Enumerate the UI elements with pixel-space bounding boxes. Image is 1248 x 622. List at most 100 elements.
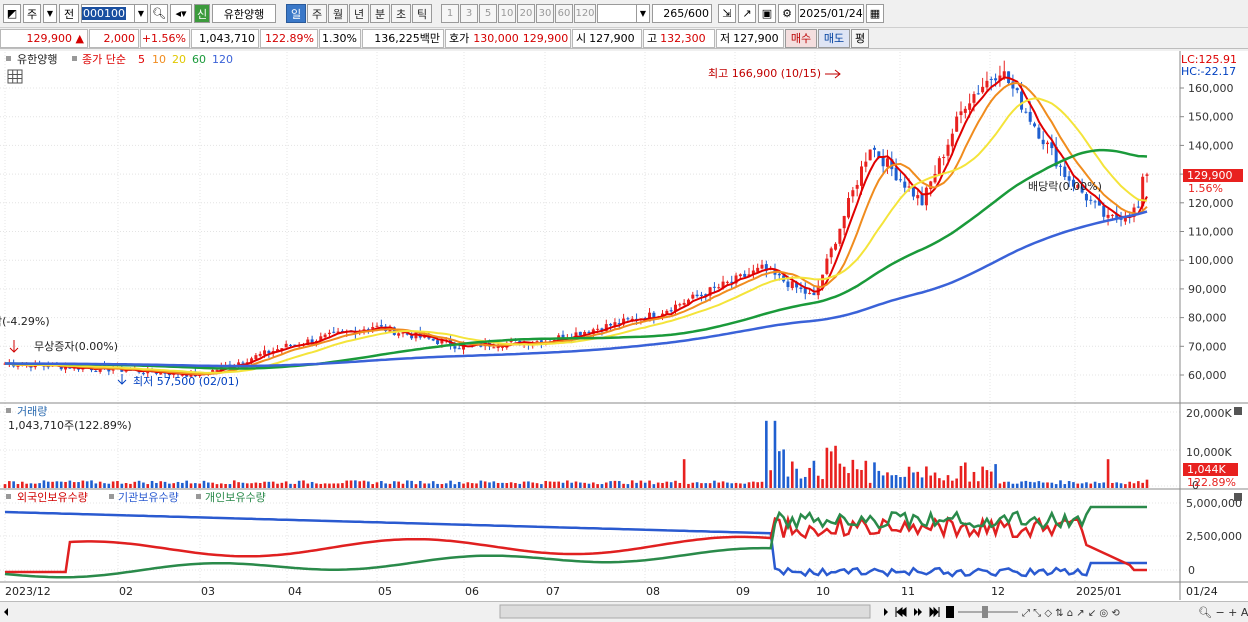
chart-area[interactable]: 유한양행 종가 단순 5 10 20 60 120 LC:125.91 HC:-… <box>0 51 1248 601</box>
data-count[interactable]: 265/600 <box>652 4 712 23</box>
chart-tool-icon[interactable]: ↗ <box>738 4 756 23</box>
period-minute[interactable]: 분 <box>370 4 390 23</box>
save-icon[interactable]: ▣ <box>758 4 776 23</box>
scroll-thumb[interactable] <box>499 604 871 619</box>
candle-body <box>1115 213 1119 218</box>
period-week[interactable]: 주 <box>307 4 327 23</box>
next-page-icon[interactable] <box>914 608 922 616</box>
candle-body <box>617 323 621 325</box>
sell-button[interactable]: 매도 <box>818 28 850 48</box>
volume-bar <box>315 483 318 488</box>
zoom-icon[interactable]: ⇲ <box>718 4 736 23</box>
speaker-icon[interactable]: ◂▾ <box>170 4 192 23</box>
scroll-left-icon[interactable] <box>4 608 8 616</box>
period-day[interactable]: 일 <box>286 4 306 23</box>
volume-bar <box>912 472 915 488</box>
candle-body <box>712 286 716 288</box>
period-year[interactable]: 년 <box>349 4 369 23</box>
chart-type-icon[interactable]: ◩ <box>3 4 21 23</box>
volume-bar <box>825 447 829 488</box>
volume-bar <box>821 479 824 488</box>
candle-body <box>59 365 63 370</box>
interval-20[interactable]: 20 <box>517 4 535 23</box>
quote-bar: 129,900 ▲ 2,000 +1.56% 1,043,710 122.89%… <box>0 28 1248 49</box>
x-axis-label: 12 <box>991 585 1005 598</box>
candle-body <box>855 184 859 189</box>
zoom-slider-thumb[interactable] <box>982 606 988 618</box>
scroll-right-icon[interactable] <box>884 608 888 616</box>
volume-bar <box>557 481 560 488</box>
x-axis-label: 11 <box>901 585 915 598</box>
first-page-icon[interactable] <box>895 606 907 618</box>
interval-120[interactable]: 120 <box>574 4 596 23</box>
settings-icon[interactable]: ⚙ <box>778 4 796 23</box>
period-month[interactable]: 월 <box>328 4 348 23</box>
interval-3[interactable]: 3 <box>460 4 478 23</box>
period-tick[interactable]: 틱 <box>412 4 432 23</box>
x-axis-labels: 2023/12 02 03 04 05 06 07 08 09 10 11 12 2025/01 <box>5 585 1122 598</box>
candle-body <box>834 243 838 250</box>
table-icon[interactable] <box>7 69 23 84</box>
interval-60[interactable]: 60 <box>555 4 573 23</box>
candle-body <box>371 327 375 329</box>
candle-body <box>968 103 972 110</box>
candle-body <box>695 294 699 297</box>
x-axis-label: 07 <box>546 585 560 598</box>
candle-body <box>851 190 855 197</box>
candle-body <box>829 248 833 258</box>
volume-bar <box>501 482 504 488</box>
price-tick-label: 90,000 <box>1188 283 1227 296</box>
horizontal-scrollbar[interactable]: ⤢ ⤡ ◇ ⇅ ⌂ ↗ ↙ ◎ ⟲ 🔍︎ − + A <box>0 601 1248 621</box>
volume-bar <box>691 482 695 488</box>
code-dropdown-icon[interactable]: ▼ <box>134 4 148 23</box>
candle-body <box>751 270 755 274</box>
current-price: 129,900 ▲ <box>0 28 88 48</box>
type-label[interactable]: 주 <box>23 4 41 23</box>
interval-30[interactable]: 30 <box>536 4 554 23</box>
volume-bar <box>159 481 163 488</box>
chart-tools-icons[interactable]: ⤢ ⤡ ◇ ⇅ ⌂ ↗ ↙ ◎ ⟲ <box>1022 608 1120 619</box>
custom-interval-input[interactable] <box>597 4 637 23</box>
volume-bar <box>1046 482 1049 488</box>
holdings-lines <box>4 505 1147 579</box>
last-page-icon[interactable] <box>929 606 940 618</box>
calendar-icon[interactable]: ▦ <box>866 4 884 23</box>
avg-button[interactable]: 평 <box>851 28 869 48</box>
zoom-controls-icon[interactable]: 🔍︎ − + A <box>1198 606 1248 619</box>
volume-close-icon[interactable] <box>1234 407 1242 415</box>
volume-bar <box>116 481 119 488</box>
stock-name: 유한양행 <box>212 4 276 23</box>
volume-bar <box>544 480 548 488</box>
type-dropdown-icon[interactable]: ▼ <box>43 4 57 23</box>
interval-1[interactable]: 1 <box>441 4 459 23</box>
volume-bar <box>393 481 396 488</box>
candle-body <box>730 281 734 283</box>
ma-marker-icon <box>72 56 77 61</box>
prev-button[interactable]: 전 <box>59 4 79 23</box>
candle-body <box>1020 91 1024 110</box>
interval-10[interactable]: 10 <box>498 4 516 23</box>
holdings-close-icon[interactable] <box>1234 493 1242 501</box>
candle-body <box>907 186 911 188</box>
candle-body <box>803 287 807 294</box>
stock-code-input[interactable]: 000100 <box>81 4 135 23</box>
interval-5[interactable]: 5 <box>479 4 497 23</box>
buy-button[interactable]: 매수 <box>785 28 817 48</box>
volume-bar <box>1063 484 1067 488</box>
volume-bar <box>1033 482 1036 488</box>
volume-bar <box>3 484 7 488</box>
volume-bar <box>678 482 682 488</box>
volume-bar <box>717 482 721 488</box>
grid <box>0 52 1180 582</box>
volume-bar <box>211 482 214 488</box>
stop-icon[interactable] <box>946 606 954 618</box>
volume-bar <box>219 483 223 488</box>
volume-bar <box>440 484 444 488</box>
volume-bar <box>388 483 392 488</box>
volume-bar <box>570 482 573 488</box>
date-input[interactable]: 2025/01/24 <box>798 4 864 23</box>
search-icon[interactable]: 🔍︎ <box>150 4 168 23</box>
period-second[interactable]: 초 <box>391 4 411 23</box>
volume-bar <box>1024 480 1028 488</box>
interval-dropdown-icon[interactable]: ▼ <box>636 4 650 23</box>
